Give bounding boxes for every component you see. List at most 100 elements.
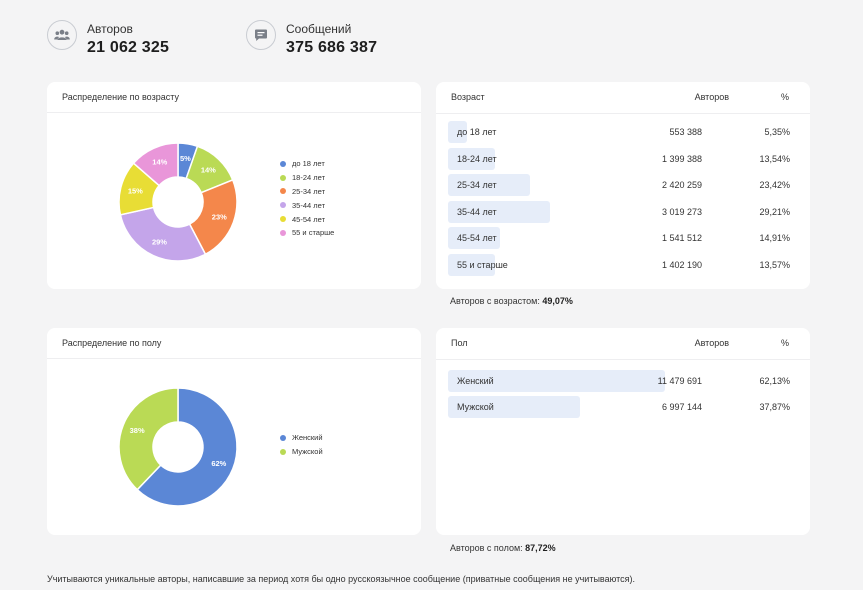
age-legend-item: 18-24 лет [280, 171, 334, 185]
age-row-name: 55 и старше [457, 259, 508, 270]
gender-legend: Женский Мужской [280, 431, 323, 459]
age-legend-item: 55 и старше [280, 226, 334, 240]
age-legend-dot [280, 216, 286, 223]
gender-row-name: Мужской [457, 402, 494, 412]
gender-col-group: Пол [451, 338, 468, 348]
age-summary: Авторов с возрастом: 49,07% [450, 296, 573, 306]
age-row-bar [448, 253, 496, 276]
gender-row-bar [448, 396, 581, 418]
age-legend-item: 25-34 лет [280, 185, 334, 199]
age-legend-dot [280, 188, 286, 195]
age-legend-item: 35-44 лет [280, 198, 334, 212]
age-row-bar [448, 227, 501, 249]
gender-summary-label: Авторов с полом: [450, 543, 523, 553]
age-slice-5 [132, 142, 179, 187]
age-row-count: 2 420 259 [661, 180, 702, 190]
age-row-pct: 13,57% [759, 259, 790, 270]
age-row-pct: 5,35% [764, 127, 790, 137]
age-table-row: 55 и старше 1 402 190 13,57% [448, 253, 790, 276]
gender-col-pct: % [780, 338, 789, 348]
stat-messages-label: Сообщений [286, 22, 352, 36]
age-row-bar [448, 121, 467, 143]
gender-summary: Авторов с полом: 87,72% [450, 543, 556, 553]
age-row-name: 18-24 лет [457, 153, 497, 164]
gender-slice-label-0: 62% [211, 459, 226, 468]
age-row-count: 1 399 388 [661, 153, 702, 164]
age-slice-label-0: 5% [180, 154, 191, 163]
stat-messages-value: 375 686 387 [286, 39, 378, 56]
age-col-pct: % [780, 92, 789, 102]
age-col-group: Возраст [451, 92, 485, 102]
age-legend-dot [280, 202, 286, 209]
age-chart-title: Распределение по возрасту [47, 82, 421, 113]
age-legend-item: до 18 лет [280, 157, 334, 171]
gender-table-card: Пол Авторов % Женский 11 479 691 62,13% Муж… [436, 328, 810, 535]
gender-table-row: Мужской 6 997 144 37,87% [448, 396, 790, 418]
age-chart-card: Распределение по возрасту 5% 14% 23% 29% 15%… [47, 82, 421, 289]
age-slice-label-1: 14% [201, 166, 216, 175]
gender-row-pct: 62,13% [759, 376, 790, 386]
age-table-row: 35-44 лет 3 019 273 29,21% [448, 200, 790, 223]
age-legend-label: 18-24 лет [292, 173, 325, 183]
age-donut-chart: 5% 14% 23% 29% 15% 14% [118, 142, 238, 262]
age-slice-label-2: 23% [212, 213, 227, 222]
age-legend-item: 45-54 лет [280, 212, 334, 226]
gender-chart-title: Распределение по полу [47, 328, 421, 359]
age-legend-label: 45-54 лет [292, 214, 325, 224]
gender-legend-label: Женский [292, 433, 323, 443]
gender-row-count: 6 997 144 [661, 402, 702, 412]
gender-row-name: Женский [457, 376, 494, 386]
age-slice-3 [119, 206, 207, 262]
stat-authors-label: Авторов [87, 22, 133, 36]
age-row-pct: 14,91% [759, 233, 790, 243]
age-table-row: 18-24 лет 1 399 388 13,54% [448, 147, 790, 170]
gender-table-divider [436, 359, 810, 360]
footer-note: Учитываются уникальные авторы, написавши… [47, 574, 636, 584]
message-icon [246, 20, 276, 50]
age-table-row: 45-54 лет 1 541 512 14,91% [448, 227, 790, 249]
gender-row-count: 11 479 691 [657, 376, 702, 386]
age-row-bar [448, 174, 530, 196]
stat-messages: Сообщений 375 686 387 [246, 20, 377, 57]
gender-table-row: Женский 11 479 691 62,13% [448, 370, 790, 392]
gender-legend-label: Мужской [292, 447, 323, 457]
age-legend-label: 25-34 лет [292, 186, 325, 196]
gender-legend-dot [280, 434, 286, 441]
age-col-count: Авторов [694, 92, 729, 102]
age-row-name: 35-44 лет [457, 206, 497, 217]
age-table-card: Возраст Авторов % до 18 лет 553 388 5,35% 1… [436, 82, 810, 289]
stat-authors: Авторов 21 062 325 [47, 20, 169, 57]
users-icon [47, 20, 77, 50]
age-row-name: до 18 лет [457, 127, 497, 137]
age-table-row: до 18 лет 553 388 5,35% [448, 121, 790, 143]
age-row-count: 1 541 512 [661, 233, 702, 243]
gender-row-pct: 37,87% [759, 402, 790, 412]
gender-slice-1 [118, 387, 179, 491]
age-legend-label: 55 и старше [292, 228, 335, 238]
gender-slice-0 [136, 387, 238, 507]
gender-chart-card: Распределение по полу 62% 38% Женский Мужс… [47, 328, 421, 535]
age-table-divider [436, 113, 810, 114]
gender-col-count: Авторов [694, 338, 729, 348]
gender-slice-label-1: 38% [130, 426, 145, 435]
gender-row-bar [448, 370, 665, 392]
age-legend-dot [280, 160, 286, 167]
age-row-count: 3 019 273 [661, 206, 702, 217]
age-slice-label-5: 14% [152, 157, 167, 166]
age-legend-label: до 18 лет [292, 159, 325, 169]
age-row-pct: 23,42% [759, 180, 790, 190]
age-legend-dot [280, 229, 286, 236]
age-legend: до 18 лет 18-24 лет 25-34 лет 35-44 лет 45-5… [280, 157, 334, 240]
age-table-row: 25-34 лет 2 420 259 23,42% [448, 174, 790, 196]
age-row-count: 553 388 [669, 127, 702, 137]
age-summary-label: Авторов с возрастом: [450, 296, 540, 306]
stat-authors-value: 21 062 325 [87, 39, 170, 56]
age-row-name: 25-34 лет [457, 180, 497, 190]
age-row-count: 1 402 190 [661, 259, 702, 270]
age-row-pct: 29,21% [759, 206, 790, 217]
gender-legend-dot [280, 448, 286, 455]
age-slice-2 [188, 178, 238, 256]
age-row-bar [448, 147, 496, 170]
age-row-name: 45-54 лет [457, 233, 497, 243]
age-slice-label-4: 15% [128, 187, 143, 196]
